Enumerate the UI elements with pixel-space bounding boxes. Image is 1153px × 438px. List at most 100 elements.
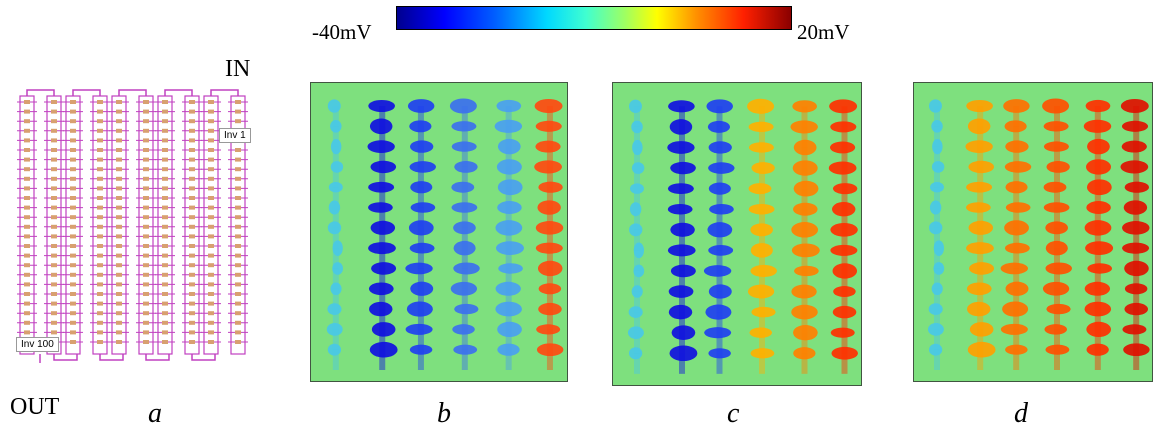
voltage-blob [1121, 120, 1149, 132]
voltage-blob [454, 303, 479, 315]
voltage-trace [379, 227, 386, 249]
transistor-cell [70, 157, 76, 162]
voltage-blob [452, 324, 475, 335]
voltage-blob [409, 344, 433, 355]
transistor-cell [70, 176, 76, 181]
voltage-blob [1005, 202, 1031, 213]
voltage-trace [759, 188, 765, 210]
voltage-blob [667, 244, 696, 257]
transistor-cell [116, 263, 122, 268]
voltage-trace [1054, 349, 1060, 370]
voltage-trace [934, 268, 940, 289]
transistor-cell [143, 186, 149, 191]
voltage-trace [679, 106, 685, 127]
voltage-trace [716, 312, 723, 333]
transistor-cell [70, 244, 76, 248]
voltage-trace [505, 309, 512, 330]
transistor-cell [24, 224, 30, 229]
transistor-cell [70, 253, 76, 258]
voltage-trace [634, 229, 640, 251]
transistor-cell [189, 128, 195, 133]
voltage-blob [369, 301, 393, 317]
voltage-trace [934, 166, 940, 188]
transistor-cell [24, 272, 30, 277]
voltage-blob [1086, 343, 1109, 356]
voltage-trace [1094, 166, 1101, 188]
voltage-blob [538, 181, 563, 193]
voltage-trace [679, 209, 685, 230]
transistor-cell [189, 244, 195, 248]
transistor-cell [97, 224, 103, 229]
transistor-cell [24, 253, 30, 258]
transistor-cell [143, 263, 149, 268]
interconnect-wire [99, 354, 124, 361]
voltage-blob [927, 323, 944, 336]
voltage-blob [494, 119, 523, 133]
transistor-cell [97, 282, 103, 287]
voltage-blob [791, 304, 818, 320]
transistor-cell [116, 148, 122, 152]
voltage-trace [934, 227, 940, 249]
voltage-trace [379, 268, 386, 289]
voltage-trace [379, 207, 386, 228]
voltage-blob [406, 301, 433, 317]
voltage-trace [1094, 248, 1101, 269]
voltage-trace [546, 207, 553, 228]
transistor-cell [235, 301, 241, 306]
voltage-trace [679, 332, 685, 354]
transistor-cell [235, 320, 241, 325]
voltage-blob [368, 99, 395, 113]
voltage-blob [749, 327, 772, 338]
voltage-trace [546, 268, 553, 289]
colorbar [396, 6, 792, 30]
voltage-trace [801, 168, 808, 189]
voltage-blob [454, 161, 478, 173]
voltage-trace [332, 166, 339, 188]
voltage-blob [327, 99, 341, 113]
voltage-trace [1094, 349, 1101, 370]
transistor-cell [162, 292, 168, 296]
voltage-blob [1045, 344, 1070, 355]
voltage-trace [417, 349, 424, 370]
transistor-cell [143, 234, 149, 239]
voltage-trace [461, 187, 468, 208]
transistor-cell [235, 148, 241, 152]
voltage-trace [1133, 268, 1140, 289]
voltage-blob [1005, 344, 1028, 355]
voltage-blob [706, 99, 733, 114]
voltage-blob [750, 348, 775, 359]
voltage-trace [505, 126, 512, 147]
out-label: OUT [10, 394, 60, 420]
transistor-cell [208, 301, 214, 306]
voltage-trace [461, 349, 468, 370]
transistor-cell [51, 272, 57, 277]
voltage-trace [1054, 207, 1060, 228]
inv-first-label: Inv 1 [219, 128, 251, 143]
voltage-trace [634, 209, 640, 230]
transistor-cell [51, 128, 57, 133]
transistor-cell [208, 263, 214, 268]
voltage-trace [679, 291, 685, 313]
transistor-cell [208, 330, 214, 335]
transistor-cell [235, 311, 241, 316]
transistor-cell [97, 330, 103, 335]
transistor-cell [189, 301, 195, 306]
voltage-trace [759, 147, 765, 169]
voltage-blob [966, 242, 994, 255]
voltage-trace [1013, 146, 1020, 167]
voltage-blob [536, 324, 561, 335]
voltage-trace [977, 146, 984, 167]
voltage-trace [977, 126, 984, 147]
voltage-blob [1004, 161, 1032, 173]
voltage-blob [1042, 281, 1070, 296]
voltage-blob [330, 119, 342, 133]
transistor-cell [162, 224, 168, 229]
voltage-trace [1133, 288, 1140, 310]
transistor-cell [97, 320, 103, 325]
voltage-trace [934, 106, 940, 127]
inv-last-label: Inv 100 [16, 337, 59, 352]
voltage-trace [679, 229, 685, 251]
voltage-trace [1013, 207, 1020, 228]
transistor-cell [51, 138, 57, 143]
voltage-trace [841, 270, 848, 292]
